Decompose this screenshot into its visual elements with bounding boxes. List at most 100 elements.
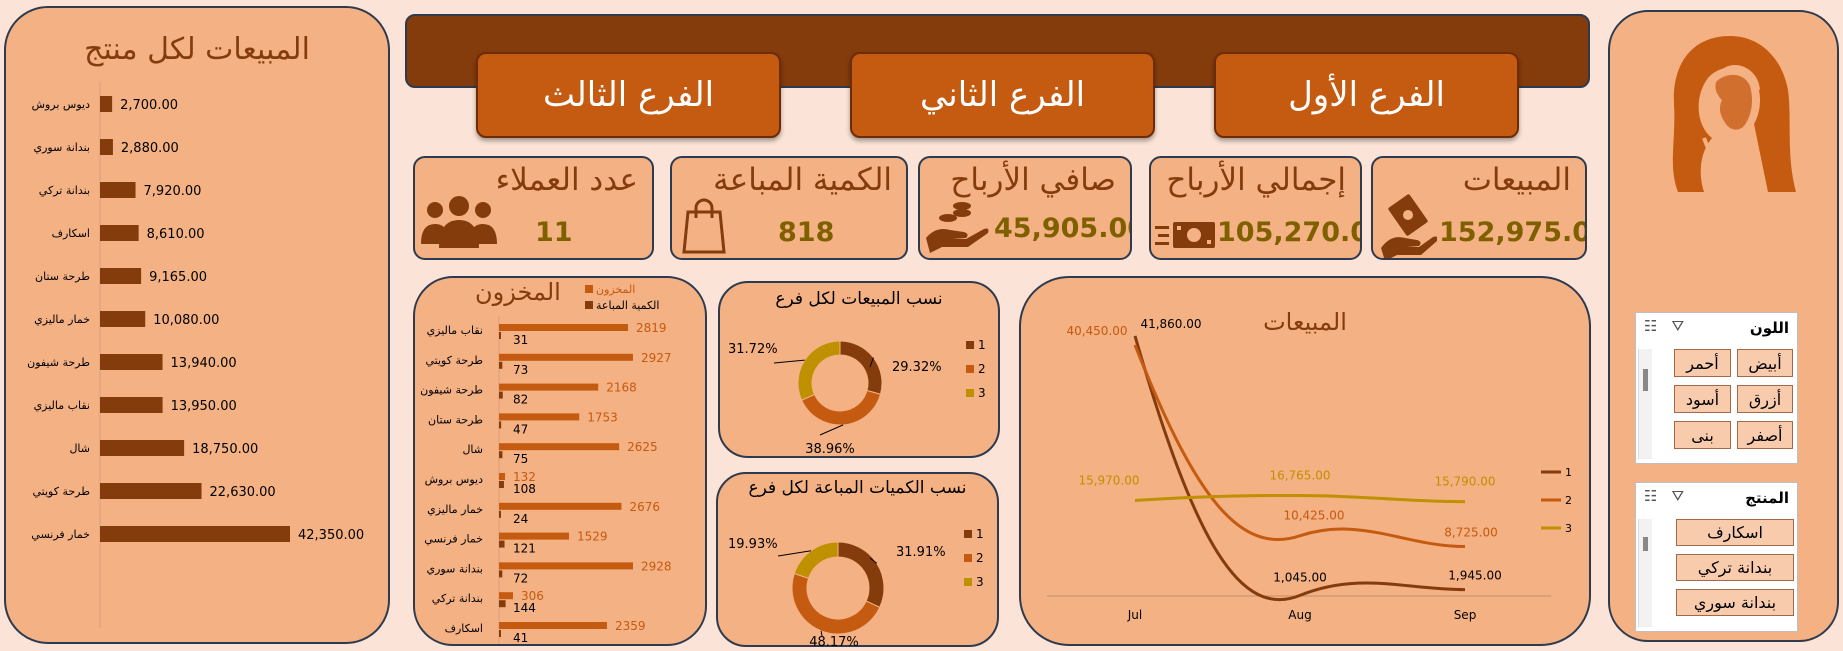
kpi-qty-title: الكمية المباعة [713, 162, 892, 198]
product-chip-turkish-bandana[interactable]: بندانة تركي [1676, 554, 1794, 581]
slice-label: 29.32% [892, 360, 942, 375]
kpi-sales: المبيعات 152,975.00 [1371, 156, 1587, 260]
kpi-net-title: صافي الأرباح [950, 162, 1116, 198]
product-chip-syrian-bandana[interactable]: بندانة سوري [1676, 589, 1794, 616]
color-chip-yellow[interactable]: أصفر [1737, 421, 1793, 449]
sold-label: 144 [513, 601, 536, 615]
sold-bar [499, 391, 503, 399]
sold-label: 24 [513, 512, 528, 526]
sold-bar [499, 481, 504, 488]
x-tick-label: Sep [1454, 608, 1477, 622]
slice-label: 19.93% [728, 537, 778, 552]
stock-bar [499, 324, 629, 331]
branch-2-button[interactable]: الفرع الثاني [850, 52, 1155, 138]
legend-swatch [966, 341, 974, 349]
data-label: 41,860.00 [1140, 317, 1201, 331]
color-chip-brown[interactable]: بنى [1674, 421, 1731, 449]
sales-trend-panel: المبيعات Jul Aug Sep 41,860.00 1,045.00 1,945… [1019, 276, 1591, 646]
data-label: 18,750.00 [192, 442, 258, 457]
data-label: 16,765.00 [1269, 468, 1330, 482]
category-label: نقاب ماليزي [34, 399, 90, 412]
sold-label: 82 [513, 393, 528, 407]
kpi-sales-value: 152,975.00 [1439, 217, 1585, 248]
category-label: خمار ماليزي [34, 313, 90, 326]
bar [100, 311, 146, 327]
bar [100, 96, 113, 112]
legend-sold: الكمية المباعة [585, 298, 659, 314]
stock-label: 2819 [636, 321, 667, 335]
category-label: شال [69, 442, 90, 455]
kpi-customers: عدد العملاء 11 [413, 156, 654, 260]
category-label: بندانة تركي [432, 592, 483, 605]
bar [100, 139, 113, 155]
qty-share-panel: نسب الكميات المباعة لكل فرع 31.91% 48.17%… [716, 472, 999, 647]
donut-slice [801, 389, 882, 426]
legend-swatch [966, 365, 974, 373]
category-label: اسكارف [445, 622, 483, 635]
color-chip-red[interactable]: أحمر [1674, 349, 1731, 377]
sold-bar [499, 510, 501, 518]
legend-label: 2 [976, 551, 984, 565]
bar [100, 225, 139, 241]
data-label: 1,045.00 [1273, 570, 1326, 584]
product-slicer[interactable]: المنتج ☷ ⛛ اسكارف بندانة تركي بندانة سوري [1635, 482, 1798, 632]
bar [100, 440, 185, 456]
side-panel: اللون ☷ ⛛ أبيض أحمر أزرق أسود أصفر بنى ال… [1608, 10, 1839, 642]
clear-filter-icon[interactable]: ⛛ [1671, 317, 1685, 335]
legend-swatch [966, 389, 974, 397]
sold-bar [499, 630, 501, 637]
sales-trend-title: المبيعات [1263, 308, 1347, 336]
stock-bar [499, 592, 514, 600]
kpi-customers-title: عدد العملاء [495, 162, 638, 198]
data-label: 10,080.00 [153, 313, 219, 328]
qty-share-title: نسب الكميات المباعة لكل فرع [748, 478, 967, 498]
leader-line [820, 630, 823, 637]
legend-label: 1 [978, 338, 986, 352]
multi-select-icon[interactable]: ☷ [1644, 487, 1658, 505]
shopping-bag-icon [682, 198, 726, 254]
category-label: بندانة سوري [427, 562, 484, 575]
stock-label: 2928 [641, 559, 672, 573]
data-label: 40,450.00 [1066, 324, 1127, 338]
stock-label: 2676 [629, 500, 660, 514]
color-slicer-scrollbar[interactable] [1638, 349, 1652, 459]
color-chip-black[interactable]: أسود [1674, 385, 1731, 413]
legend-label: 3 [978, 386, 986, 400]
legend-swatch [964, 578, 972, 586]
category-label: اسكارف [52, 227, 90, 240]
multi-select-icon[interactable]: ☷ [1644, 317, 1658, 335]
x-tick-label: Aug [1288, 608, 1311, 622]
product-slicer-scrollbar[interactable] [1638, 519, 1652, 627]
category-label: نقاب ماليزي [427, 324, 483, 337]
hijab-woman-logo [1672, 36, 1796, 192]
color-chip-blue[interactable]: أزرق [1737, 385, 1793, 413]
kpi-qty-sold: الكمية المباعة 818 [670, 156, 908, 260]
product-chip-scarf[interactable]: اسكارف [1676, 519, 1794, 546]
data-label: 8,610.00 [147, 227, 205, 242]
data-label: 13,950.00 [171, 399, 237, 414]
stock-bar [499, 353, 633, 361]
clear-filter-icon[interactable]: ⛛ [1671, 487, 1685, 505]
sold-bar [499, 570, 503, 578]
kpi-gross-title: إجمالي الأرباح [1166, 162, 1346, 198]
category-label: طرحة شيفون [420, 384, 483, 397]
data-label: 2,880.00 [121, 141, 179, 156]
bar [100, 397, 163, 413]
color-chip-white[interactable]: أبيض [1737, 349, 1793, 377]
stock-label: 132 [513, 470, 536, 484]
category-label: ديوس بروش [425, 473, 484, 486]
sold-label: 31 [513, 333, 528, 347]
leader-line [869, 557, 878, 564]
product-sales-chart: ديوس بروش 2,700.00 بندانة سوري 2,880.00 بندا… [27, 82, 364, 628]
branch-3-button[interactable]: الفرع الثالث [476, 52, 781, 138]
color-slicer[interactable]: اللون ☷ ⛛ أبيض أحمر أزرق أسود أصفر بنى [1635, 312, 1798, 464]
branch-1-button[interactable]: الفرع الأول [1214, 52, 1519, 138]
hand-coins-icon [926, 202, 989, 253]
category-label: طرحة ستان [35, 270, 90, 283]
qty-share-donut: 31.91% 48.17% 19.93% 1 2 3 [728, 527, 984, 646]
bar [100, 268, 142, 284]
x-tick-label: Jul [1127, 608, 1142, 622]
sold-bar [499, 540, 505, 548]
donut-slice [797, 340, 841, 401]
inventory-title: المخزون [475, 278, 561, 306]
